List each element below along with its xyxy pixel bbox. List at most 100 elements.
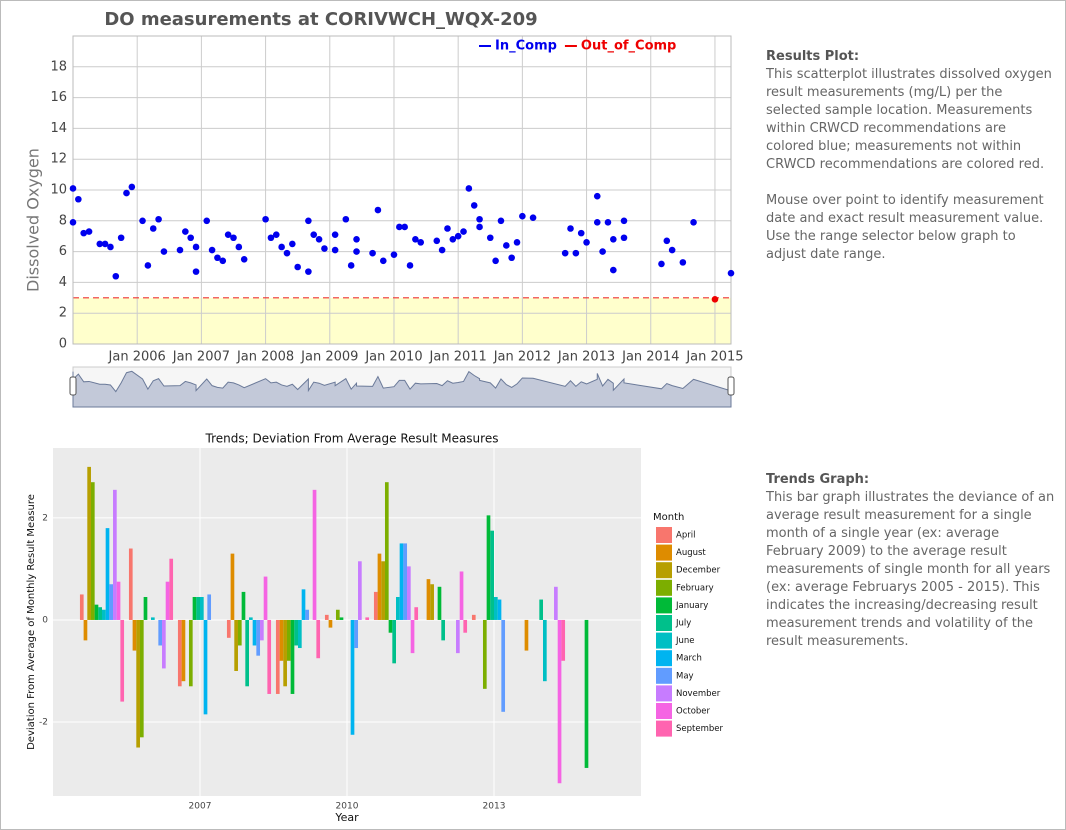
point	[396, 223, 403, 231]
legend-swatch	[656, 615, 672, 631]
bar	[381, 561, 385, 620]
bar	[260, 619, 264, 641]
point	[331, 246, 339, 254]
bar	[554, 586, 558, 620]
point	[412, 235, 419, 243]
point	[294, 263, 301, 271]
point	[289, 240, 296, 248]
bar	[143, 596, 148, 620]
y-tick-label: 16	[50, 90, 67, 105]
threshold-band	[73, 297, 731, 344]
point	[235, 243, 243, 251]
panel-heading: Results Plot:	[766, 49, 860, 64]
point	[262, 215, 269, 223]
point	[107, 243, 114, 251]
legend-label: May	[676, 671, 694, 681]
bar	[373, 591, 378, 620]
point	[75, 195, 82, 203]
chart-title: DO measurements at CORIVWCH_WQX-209	[104, 9, 537, 30]
y-tick-label: 14	[50, 121, 67, 136]
point	[353, 235, 360, 243]
point	[123, 189, 130, 197]
point	[96, 240, 104, 248]
bar	[324, 614, 329, 620]
bar	[263, 576, 268, 620]
point	[503, 242, 510, 249]
point	[192, 268, 200, 275]
point	[305, 217, 312, 225]
point	[433, 237, 441, 245]
point	[599, 248, 606, 255]
point	[620, 217, 628, 225]
point	[444, 225, 451, 232]
bar	[165, 581, 170, 620]
point	[331, 231, 339, 238]
point	[610, 235, 617, 243]
bar	[339, 617, 344, 620]
bar	[294, 619, 298, 646]
bar	[557, 619, 562, 784]
y-tick-label: -2	[39, 718, 48, 728]
navigator-area	[72, 370, 732, 408]
point	[449, 235, 457, 243]
point	[593, 219, 601, 226]
point	[438, 246, 446, 254]
panel-text: Mouse over point to identify measurement…	[766, 193, 1044, 262]
bar	[414, 607, 419, 620]
point	[417, 239, 425, 246]
point	[69, 185, 77, 192]
bar	[169, 558, 174, 620]
bar	[105, 528, 110, 620]
bar	[471, 614, 476, 620]
bar	[426, 579, 431, 620]
legend-swatch	[656, 597, 672, 614]
x-tick-label: 2013	[483, 802, 506, 812]
range-handle	[69, 376, 77, 396]
point	[278, 243, 285, 251]
legend-label: August	[676, 548, 706, 558]
point	[529, 214, 537, 222]
point	[283, 249, 291, 257]
bar	[98, 607, 102, 620]
point	[353, 248, 360, 255]
bar	[301, 589, 306, 620]
x-tick-label: Jan 2007	[172, 350, 230, 365]
point	[160, 248, 168, 255]
bar	[350, 619, 355, 735]
legend-swatch	[656, 667, 672, 684]
bar	[256, 619, 261, 656]
panel-heading: Trends Graph:	[766, 472, 870, 487]
bar	[177, 619, 182, 687]
legend-label: January	[675, 601, 708, 611]
point	[305, 268, 312, 275]
bar	[463, 619, 468, 633]
point	[379, 257, 387, 265]
point	[497, 217, 505, 225]
x-tick-label: Jan 2013	[557, 350, 615, 365]
chart-title: Trends; Deviation From Average Result Me…	[205, 432, 499, 446]
point	[513, 239, 521, 246]
bar	[305, 609, 310, 620]
point	[85, 228, 93, 235]
bar	[312, 489, 317, 620]
bar	[543, 619, 547, 682]
x-tick-label: Jan 2012	[493, 350, 551, 365]
x-tick-label: Jan 2015	[685, 350, 743, 365]
point	[101, 240, 109, 248]
point	[711, 296, 719, 303]
point	[492, 257, 499, 265]
point	[219, 257, 227, 265]
y-axis-label: Deviation From Average of Monthly Result…	[26, 494, 37, 750]
legend-label: June	[675, 636, 695, 646]
bar	[158, 619, 163, 646]
point	[155, 215, 162, 223]
y-tick-label: 0	[42, 615, 48, 625]
bar	[245, 619, 249, 687]
point	[679, 259, 687, 266]
bar	[335, 609, 340, 620]
point	[224, 231, 232, 238]
point	[390, 251, 398, 258]
bar	[94, 604, 99, 620]
bar	[365, 617, 370, 620]
